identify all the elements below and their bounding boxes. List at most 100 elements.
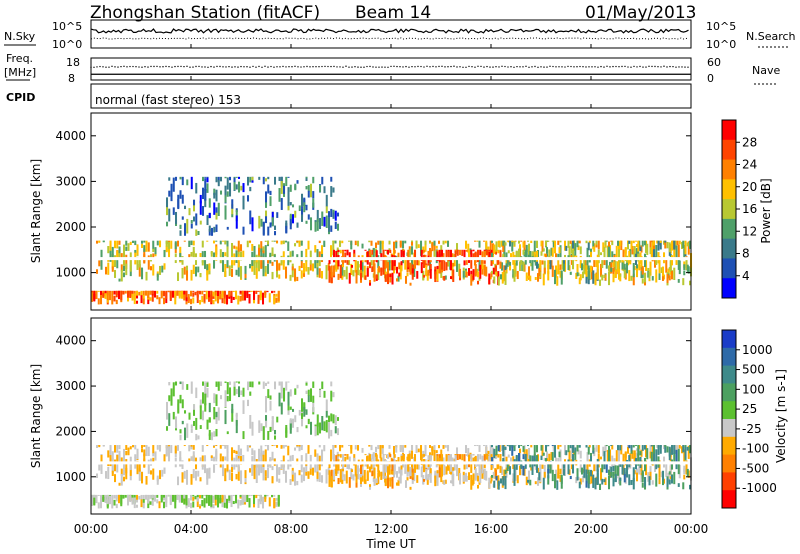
velocity-cell (206, 445, 209, 447)
velocity-cell (199, 477, 202, 482)
power-cell (637, 240, 640, 252)
velocity-cell (619, 445, 622, 451)
power-cell (660, 267, 663, 274)
power-cell (168, 249, 171, 258)
power-cell (655, 269, 658, 283)
velocity-cell (619, 477, 622, 486)
power-cell (689, 280, 692, 286)
power-cell (175, 211, 178, 224)
power-cell (492, 267, 495, 275)
nave-point (393, 65, 395, 68)
power-cell (622, 249, 625, 257)
velocity-cell (156, 499, 159, 504)
power-cell (602, 242, 605, 253)
velocity-cell (177, 399, 180, 414)
velocity-cell (242, 387, 245, 397)
colorbar-tick-label: -500 (742, 461, 769, 475)
velocity-cell (262, 467, 265, 481)
power-cell (107, 246, 110, 254)
nave-point (651, 65, 653, 68)
power-cell (387, 262, 390, 270)
velocity-cell (131, 495, 134, 502)
velocity-cell (212, 495, 215, 501)
velocity-cell (204, 393, 207, 406)
power-cell (408, 249, 411, 261)
power-cell (348, 259, 351, 266)
power-cell (282, 240, 285, 245)
power-cell (619, 240, 622, 247)
power-cell (666, 274, 669, 284)
nave-point (117, 66, 119, 68)
power-cell (341, 240, 344, 244)
power-cell (188, 208, 191, 216)
velocity-cell (265, 415, 268, 427)
power-cell (345, 266, 348, 280)
power-cell (576, 269, 579, 277)
power-cell (450, 260, 453, 268)
power-cell (268, 293, 271, 303)
velocity-cell (179, 381, 182, 385)
velocity-cell (233, 382, 236, 390)
power-cell (136, 244, 139, 255)
power-cell (174, 241, 177, 250)
power-cell (104, 290, 107, 294)
power-cell (249, 176, 252, 183)
power-cell (623, 263, 626, 273)
velocity-cell (265, 406, 268, 413)
power-cell (470, 249, 473, 258)
velocity-cell (630, 479, 633, 485)
velocity-cell (238, 381, 241, 384)
power-cell (167, 290, 170, 292)
velocity-cell (262, 426, 265, 441)
velocity-cell (632, 477, 635, 490)
velocity-cell (474, 474, 477, 480)
velocity-cell (193, 404, 196, 410)
power-cell (251, 244, 254, 251)
power-cell (212, 300, 215, 305)
velocity-cell (664, 445, 667, 453)
power-cell (267, 240, 270, 245)
power-cell (156, 273, 159, 281)
power-cell (470, 256, 473, 269)
nave-point (201, 66, 203, 68)
power-cell (393, 249, 396, 260)
velocity-cell (226, 382, 229, 395)
velocity-cell (483, 468, 486, 480)
velocity-cell (215, 394, 218, 406)
power-cell (474, 240, 477, 242)
velocity-cell (569, 445, 572, 449)
nave-point (474, 66, 476, 68)
power-cell (601, 274, 604, 281)
velocity-cell (260, 464, 263, 474)
velocity-cell (504, 469, 507, 475)
velocity-cell (199, 425, 202, 429)
velocity-cell (195, 433, 198, 441)
velocity-cell (427, 466, 430, 470)
power-cell (509, 263, 512, 271)
power-cell (337, 255, 340, 267)
velocity-cell (132, 445, 135, 448)
velocity-cell (595, 464, 598, 472)
power-cell (275, 293, 278, 297)
power-cell (404, 257, 407, 270)
nave-point (276, 66, 278, 68)
velocity-cell (237, 466, 240, 481)
power-cell (237, 240, 240, 252)
power-cell (339, 249, 342, 254)
velocity-cell (542, 452, 545, 456)
nave-point (669, 65, 671, 68)
power-cell (208, 212, 211, 218)
velocity-cell (554, 445, 557, 458)
power-cell (441, 255, 444, 270)
power-cell (348, 272, 351, 284)
power-cell (557, 260, 560, 275)
velocity-cell (459, 473, 462, 482)
nave-point (111, 65, 113, 68)
power-cell (626, 262, 629, 274)
nave-point (135, 65, 137, 68)
velocity-cell (310, 388, 313, 402)
power-cell (465, 271, 468, 278)
velocity-cell (648, 476, 651, 483)
power-cell (228, 291, 231, 297)
velocity-cell (226, 450, 229, 464)
